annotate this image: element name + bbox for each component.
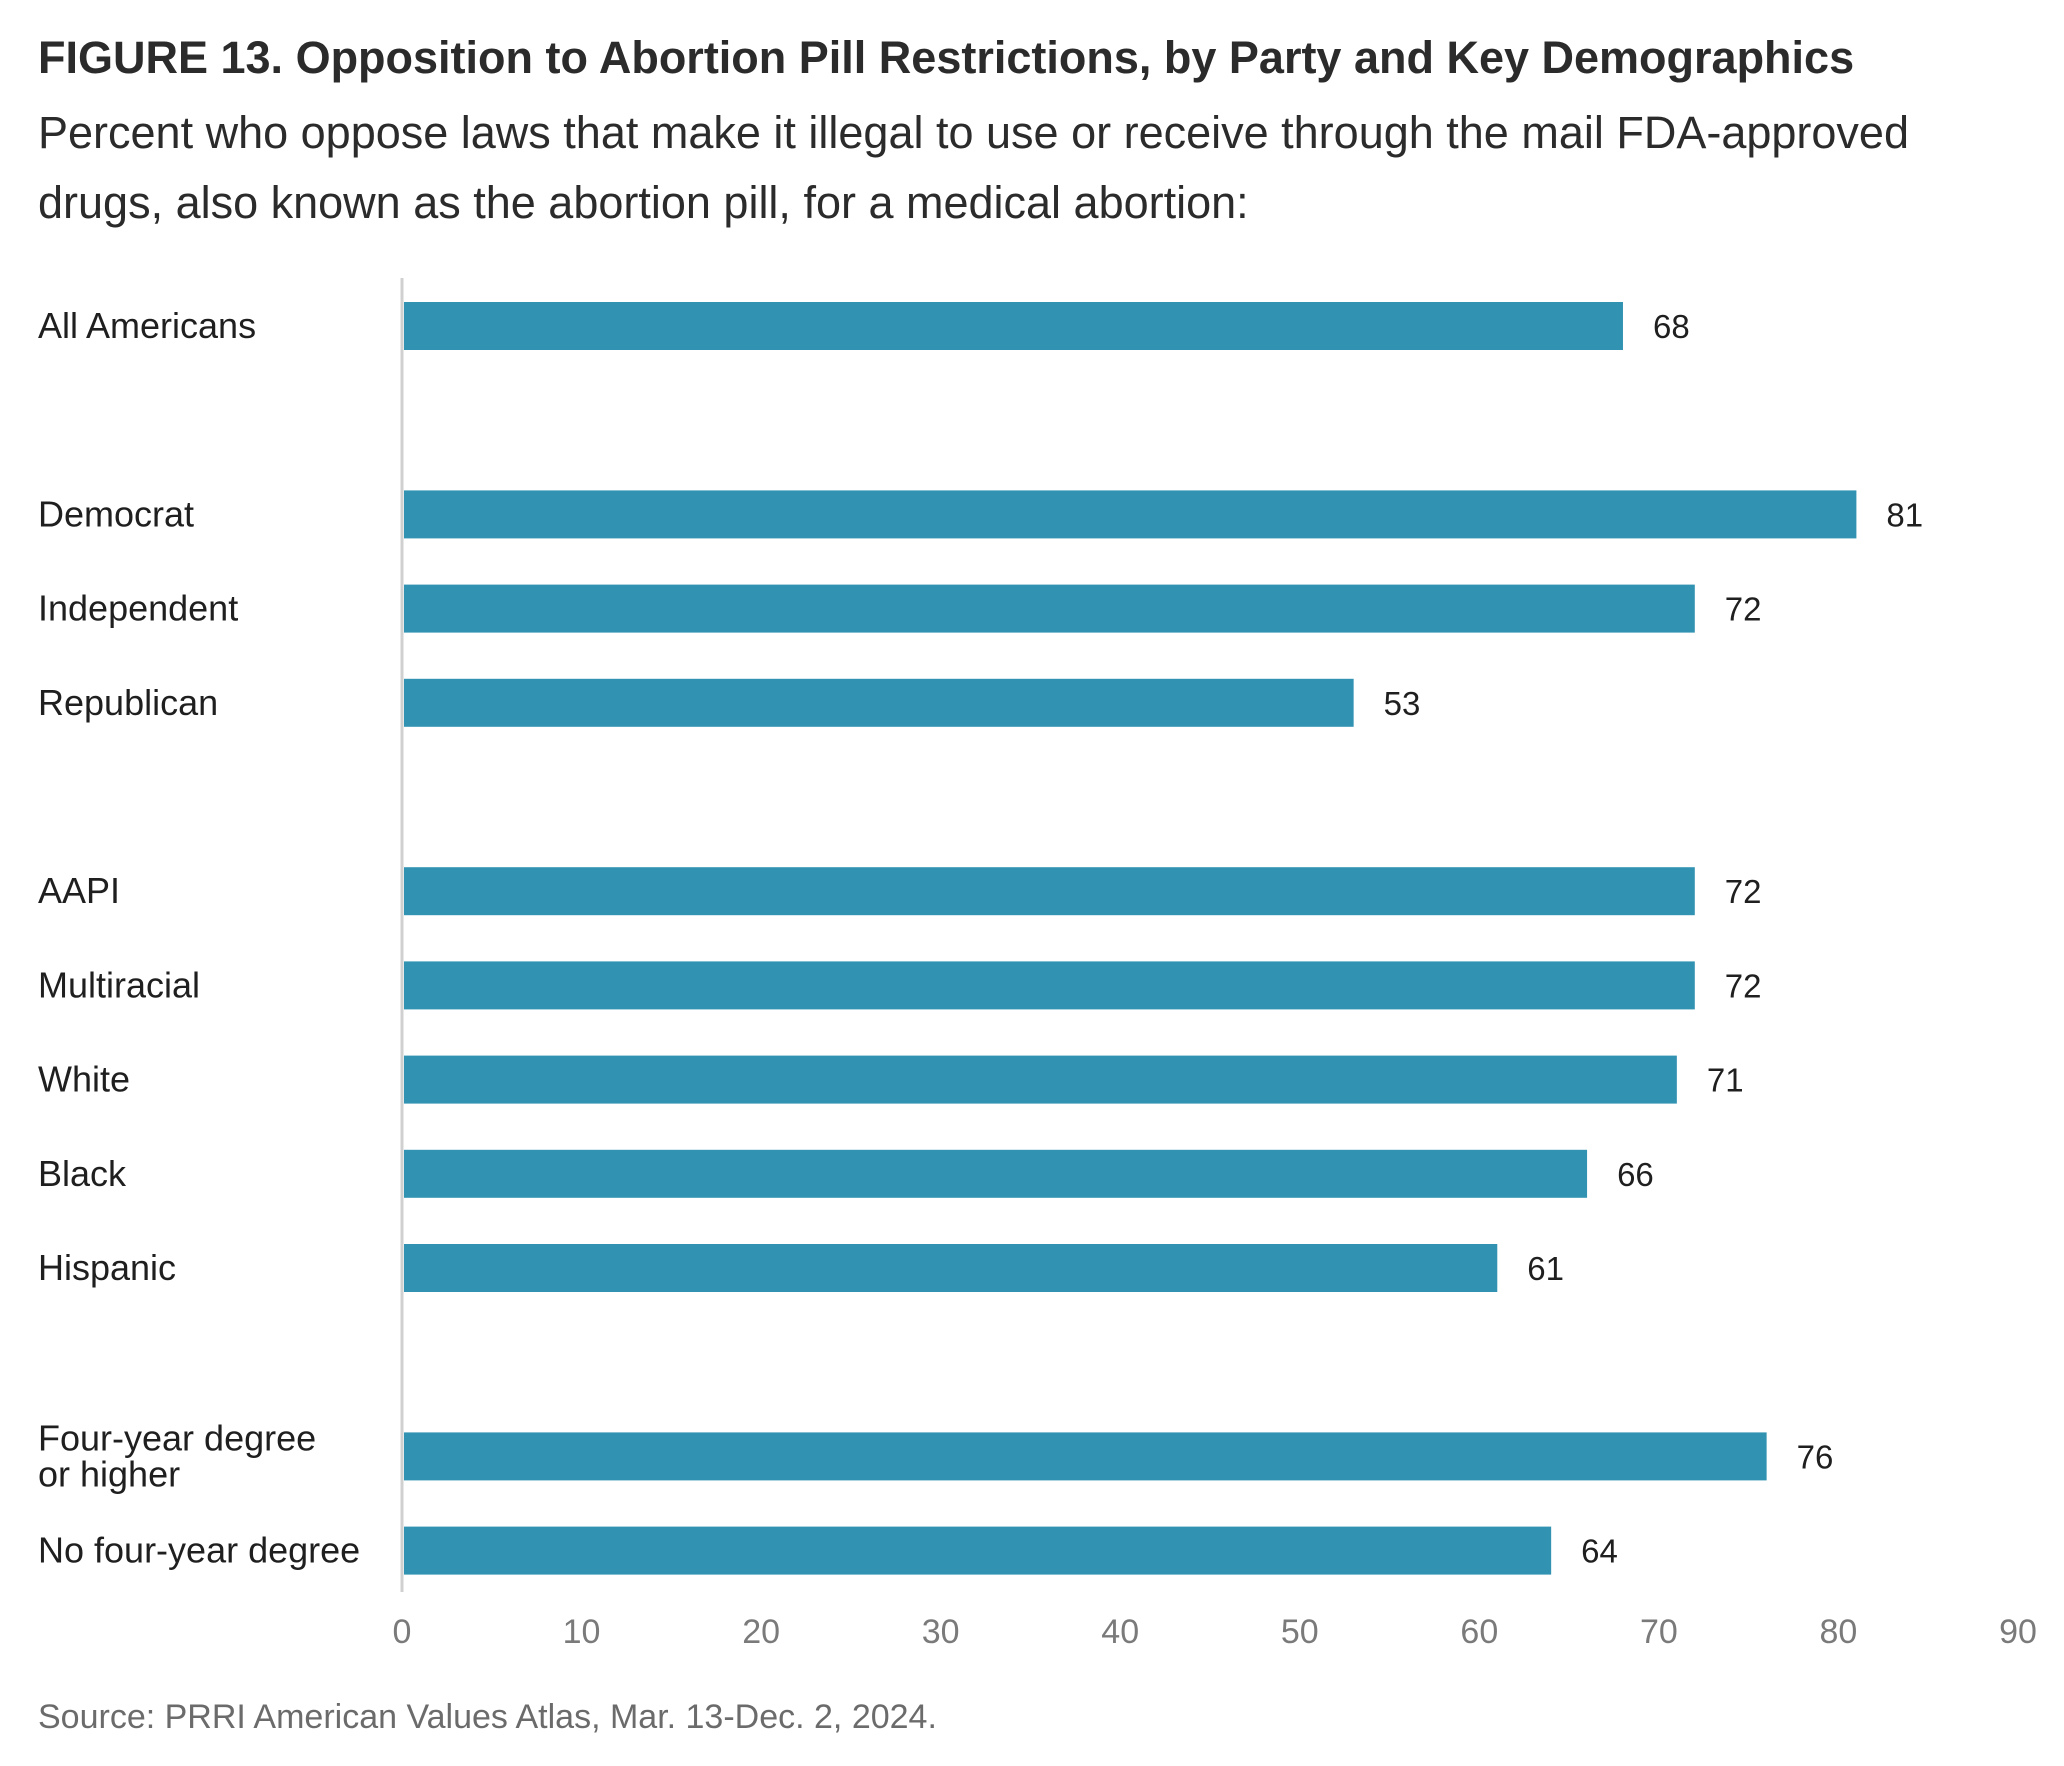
value-label: 64 (1581, 1533, 1618, 1570)
category-label: Independent (38, 588, 238, 629)
chart-subtitle: Percent who oppose laws that make it ill… (38, 107, 1909, 228)
value-label: 72 (1725, 591, 1762, 628)
bar (404, 961, 1695, 1010)
value-label: 76 (1797, 1438, 1834, 1475)
bar-chart: All Americans 68 Democrat 81 Independent 72 Re… (38, 278, 2037, 1651)
x-tick-label: 90 (1999, 1613, 2037, 1651)
x-tick-label: 60 (1460, 1613, 1498, 1651)
bar (404, 678, 1354, 727)
bar (404, 1432, 1767, 1481)
bar (404, 867, 1695, 916)
x-tick-label: 20 (742, 1613, 780, 1651)
bar (404, 584, 1695, 633)
x-tick-label: 0 (393, 1613, 412, 1651)
x-tick-label: 30 (922, 1613, 960, 1651)
value-label: 72 (1725, 873, 1762, 910)
bar (404, 490, 1857, 539)
category-label: Hispanic (38, 1247, 176, 1288)
category-label: White (38, 1059, 130, 1100)
chart-title: FIGURE 13. Opposition to Abortion Pill R… (38, 32, 1855, 83)
value-label: 71 (1707, 1062, 1744, 1099)
category-label: No four-year degree (38, 1530, 360, 1571)
category-label: All Americans (38, 305, 256, 346)
x-tick-label: 80 (1820, 1613, 1858, 1651)
bar (404, 302, 1623, 350)
bar (404, 1244, 1498, 1292)
x-tick-label: 50 (1281, 1613, 1319, 1651)
category-label: Black (38, 1153, 127, 1194)
source-note: Source: PRRI American Values Atlas, Mar.… (38, 1698, 937, 1736)
value-label: 66 (1617, 1156, 1654, 1193)
value-label: 61 (1527, 1250, 1564, 1287)
bar (404, 1149, 1588, 1198)
value-label: 81 (1886, 496, 1923, 533)
value-label: 68 (1653, 308, 1690, 345)
x-tick-label: 10 (563, 1613, 601, 1651)
category-label: Democrat (38, 493, 194, 534)
category-label: Republican (38, 682, 218, 723)
x-tick-label: 40 (1101, 1613, 1139, 1651)
category-label: AAPI (38, 870, 120, 911)
category-label: Four-year degree or higher (38, 1417, 316, 1494)
x-tick-label: 70 (1640, 1613, 1678, 1651)
bar (404, 1526, 1552, 1575)
value-label: 72 (1725, 967, 1762, 1004)
category-label: Multiracial (38, 964, 200, 1005)
bar (404, 1055, 1677, 1104)
value-label: 53 (1384, 685, 1421, 722)
